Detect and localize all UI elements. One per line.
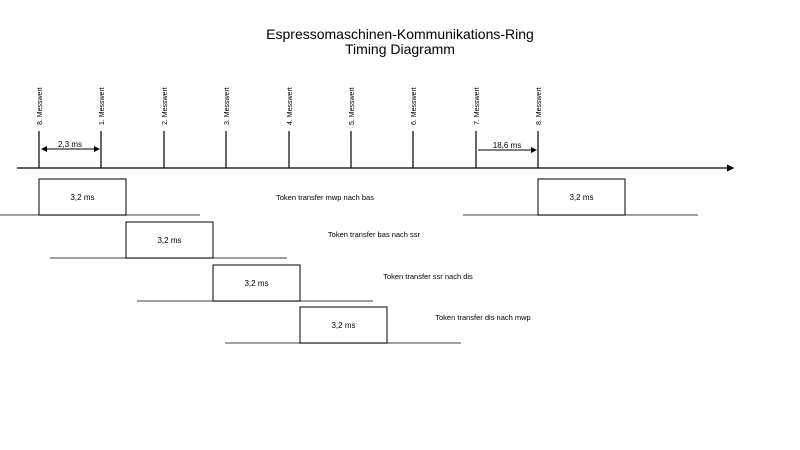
- pulse-duration-label: 3,2 ms: [244, 279, 268, 288]
- marker-label: 4. Messwert: [287, 87, 294, 125]
- transfer-label: Token transfer ssr nach dis: [383, 272, 473, 281]
- marker-label: 3. Messwert: [224, 87, 231, 125]
- title-line-1: Espressomaschinen-Kommunikations-Ring: [266, 26, 534, 42]
- transfer-pulse-repeat: [537, 178, 626, 216]
- transfer-pulse: [38, 178, 127, 216]
- transfer-pulse: [299, 306, 388, 344]
- transfer-label: Token transfer mwp nach bas: [276, 193, 374, 202]
- interval-label-measurement: 2,3 ms: [58, 140, 82, 149]
- interval-label-cycle: 18,6 ms: [493, 141, 521, 150]
- transfer-pulse: [212, 264, 301, 302]
- transfer-row: 3,2 ms Token transfer mwp nach bas 3,2 ms: [0, 178, 698, 216]
- pulse-duration-label: 3,2 ms: [331, 321, 355, 330]
- marker-label: 7. Messwert: [474, 87, 481, 125]
- transfer-row: 3,2 ms Token transfer bas nach ssr: [50, 221, 421, 259]
- pulse-duration-label: 3,2 ms: [70, 193, 94, 202]
- marker-label: 8. Messwert: [37, 87, 44, 125]
- title-line-2: Timing Diagramm: [345, 41, 455, 57]
- marker-label: 6. Messwert: [411, 87, 418, 125]
- transfer-label: Token transfer dis nach mwp: [435, 313, 530, 322]
- marker-label: 2. Messwert: [162, 87, 169, 125]
- marker-label: 1. Messwert: [99, 87, 106, 125]
- marker-label: 8. Messwert: [536, 87, 543, 125]
- transfer-label: Token transfer bas nach ssr: [328, 230, 421, 239]
- pulse-duration-label: 3,2 ms: [569, 193, 593, 202]
- transfer-row: 3,2 ms Token transfer dis nach mwp: [225, 306, 531, 344]
- marker-label: 5. Messwert: [349, 87, 356, 125]
- pulse-duration-label: 3,2 ms: [157, 236, 181, 245]
- transfer-row: 3,2 ms Token transfer ssr nach dis: [137, 264, 473, 302]
- transfer-pulse: [125, 221, 214, 259]
